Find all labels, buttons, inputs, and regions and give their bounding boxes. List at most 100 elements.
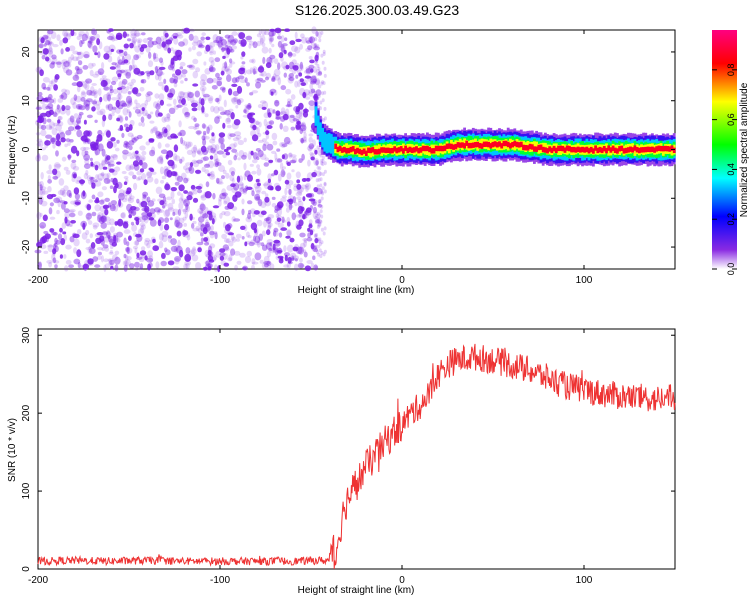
noise-dot (151, 198, 156, 202)
noise-dot (185, 202, 189, 211)
trace-cell (482, 141, 486, 147)
noise-dot (182, 230, 189, 236)
noise-dot (318, 166, 322, 171)
noise-dot (224, 50, 230, 59)
colorbar-tick-label: 0.0 (726, 263, 736, 276)
noise-dot (107, 155, 115, 163)
noise-dot (245, 231, 250, 238)
noise-dot (107, 165, 112, 170)
noise-dot (283, 245, 287, 253)
noise-dot (44, 140, 51, 146)
noise-dot (274, 247, 279, 256)
noise-dot (312, 211, 319, 220)
noise-dot (278, 232, 283, 238)
noise-dot (217, 40, 223, 48)
noise-dot (94, 149, 98, 157)
noise-dot (226, 205, 232, 211)
noise-dot (183, 177, 189, 184)
noise-dot (167, 92, 174, 98)
noise-dot (316, 211, 320, 216)
noise-dot (316, 145, 320, 150)
noise-dot (267, 222, 273, 228)
noise-dot (76, 68, 83, 75)
noise-dot (168, 37, 174, 42)
noise-dot (263, 181, 271, 190)
noise-dot (247, 102, 252, 111)
noise-dot (121, 102, 128, 107)
noise-dot (175, 69, 182, 76)
noise-dot (172, 211, 176, 216)
noise-dot (131, 134, 135, 143)
y-tick-label: 300 (21, 326, 32, 343)
x-tick-label: -100 (210, 575, 230, 586)
noise-dot (314, 42, 318, 47)
noise-dot (76, 117, 81, 124)
noise-dot (317, 84, 322, 89)
noise-dot (115, 32, 123, 40)
noise-dot (159, 200, 165, 206)
noise-dot (186, 177, 190, 182)
noise-dot (244, 256, 252, 264)
noise-dot (93, 179, 98, 183)
noise-dot (172, 49, 180, 55)
noise-dot (281, 154, 285, 160)
noise-dot (132, 174, 137, 180)
noise-dot (291, 70, 296, 75)
noise-dot (215, 158, 220, 164)
noise-dot (269, 88, 277, 94)
noise-dot (46, 41, 53, 46)
noise-dot (284, 28, 291, 32)
noise-dot (295, 124, 302, 130)
noise-dot (106, 91, 113, 97)
noise-dot (307, 67, 313, 75)
noise-dot (296, 196, 302, 200)
noise-dot (38, 181, 42, 187)
noise-dot (247, 112, 253, 120)
noise-dot (76, 67, 83, 71)
noise-dot (178, 201, 184, 210)
noise-dot (273, 68, 281, 77)
noise-dot (209, 41, 216, 48)
noise-dot (120, 86, 127, 90)
noise-dot (296, 120, 301, 125)
noise-dot (231, 83, 238, 87)
spectrogram-y-label: Frequency (Hz) (7, 116, 18, 185)
noise-dot (160, 149, 168, 154)
noise-dot (231, 148, 238, 153)
noise-dot (214, 57, 221, 63)
noise-dot (230, 171, 235, 176)
noise-dot (305, 207, 312, 213)
noise-dot (215, 35, 223, 44)
noise-dot (144, 237, 151, 243)
noise-dot (176, 230, 182, 237)
noise-dot (256, 182, 261, 187)
noise-dot (174, 219, 180, 228)
noise-dot (305, 68, 311, 74)
noise-dot (255, 178, 260, 183)
noise-dot (242, 266, 247, 270)
noise-dot (295, 171, 301, 179)
trace-cell (568, 145, 571, 152)
trace-cell (423, 145, 427, 152)
noise-dot (95, 237, 102, 244)
snr-frame (37, 328, 676, 570)
noise-dot (40, 200, 48, 207)
noise-dot (240, 225, 246, 230)
noise-dot (266, 143, 274, 151)
noise-dot (47, 47, 54, 55)
noise-dot (210, 147, 216, 154)
noise-dot (103, 45, 111, 53)
noise-dot (58, 178, 65, 186)
noise-dot (247, 235, 252, 239)
noise-dot (117, 92, 121, 99)
noise-dot (167, 260, 175, 266)
noise-dot (173, 104, 179, 110)
noise-dot (195, 67, 201, 73)
noise-dot (124, 195, 128, 200)
noise-dot (100, 222, 107, 229)
noise-dot (285, 235, 291, 239)
noise-dot (128, 165, 135, 171)
noise-dot (221, 175, 225, 180)
noise-dot (147, 37, 153, 41)
noise-dot (120, 212, 126, 219)
